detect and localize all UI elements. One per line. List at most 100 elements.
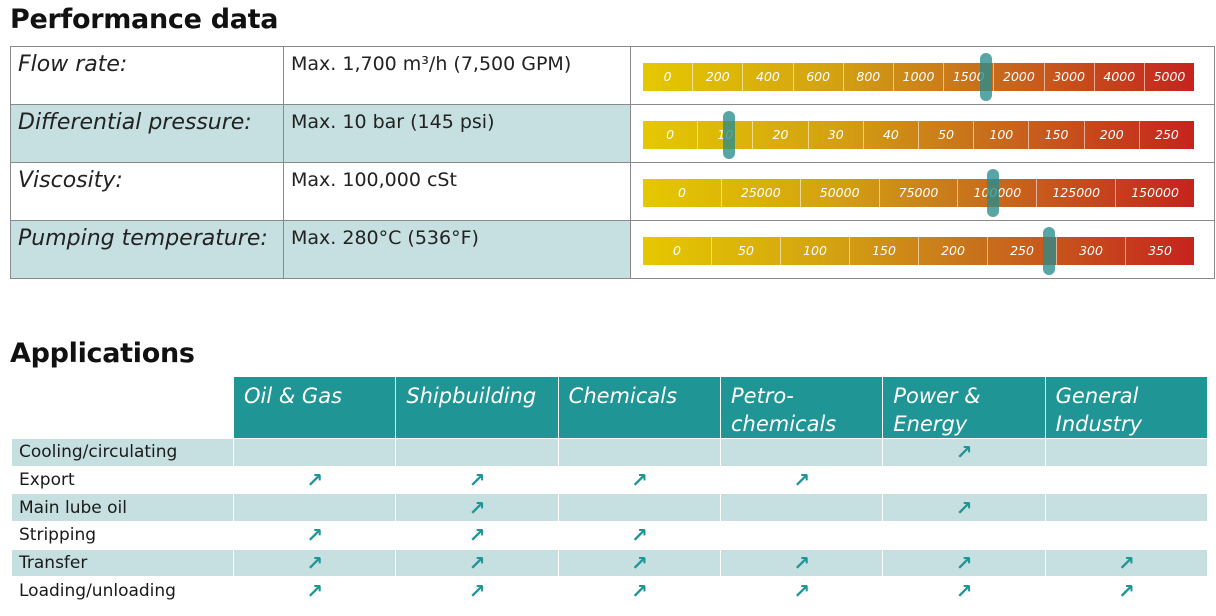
applications-title: Applications <box>10 338 195 369</box>
gauge-bar: 0 200 400 600 800 1000 1500 2000 3000 4000 5000 <box>643 63 1194 91</box>
max-value-marker <box>1043 227 1056 275</box>
application-row: Cooling/circulating ↗ <box>12 438 1207 466</box>
empty-cell <box>233 493 396 522</box>
gauge-tick-label: 20 <box>752 121 807 149</box>
gauge-tick-label: 400 <box>742 63 792 91</box>
application-row: Transfer ↗ ↗ ↗ ↗ ↗ ↗ <box>12 548 1207 577</box>
parameter-cell: Viscosity: <box>10 162 284 221</box>
empty-cell <box>233 438 396 466</box>
arrow-icon: ↗ <box>557 548 720 577</box>
industry-header: Oil & Gas <box>233 377 396 438</box>
gauge-tick-label: 40 <box>862 121 918 149</box>
industry-header: General Industry <box>1044 377 1207 438</box>
gauge-tick-label: 800 <box>842 63 893 91</box>
gauge-tick-label: 250 <box>987 237 1056 265</box>
industry-header: Shipbuilding <box>395 377 558 438</box>
max-value-marker <box>980 53 993 101</box>
arrow-icon: ↗ <box>395 521 558 549</box>
parameter-value: Max. 1,700 m³/h (7,500 GPM) <box>291 53 572 75</box>
gauge-tick-label: 200 <box>1083 121 1139 149</box>
range-gauge: 01020304050100150200250 <box>643 111 1194 159</box>
arrow-icon: ↗ <box>233 548 396 577</box>
empty-cell <box>719 438 883 466</box>
gauge-tick-label: 75000 <box>878 179 958 207</box>
applications-table: Oil & Gas Shipbuilding Chemicals Petro-chem… <box>12 377 1207 605</box>
empty-cell <box>719 493 883 522</box>
arrow-icon: ↗ <box>882 493 1045 522</box>
arrow-icon: ↗ <box>233 576 396 605</box>
gauge-cell: 0250005000075000100000125000150000 <box>630 162 1215 221</box>
parameter-value: Max. 10 bar (145 psi) <box>291 111 495 133</box>
performance-row: Viscosity: Max. 100,000 cSt 0 25000 50000 750… <box>10 162 1215 221</box>
max-value-marker <box>722 111 735 159</box>
gauge-tick-label: 0 <box>677 185 686 200</box>
gauge-tick-label: 300 <box>1056 237 1125 265</box>
performance-row: Pumping temperature: Max. 280°C (536°F) 0 5… <box>10 220 1215 279</box>
gauge-tick-label: 1500 <box>943 63 993 91</box>
gauge-tick-label: 600 <box>792 63 843 91</box>
header-blank-cell <box>12 377 233 438</box>
gauge-tick-label: 50000 <box>799 179 879 207</box>
arrow-icon: ↗ <box>719 576 883 605</box>
empty-cell <box>1044 465 1207 494</box>
empty-cell <box>719 521 883 549</box>
industry-header: Chemicals <box>557 377 720 438</box>
arrow-icon: ↗ <box>557 521 720 549</box>
empty-cell <box>557 438 720 466</box>
gauge-tick-label: 4000 <box>1093 63 1144 91</box>
performance-title: Performance data <box>10 4 279 35</box>
parameter-value-cell: Max. 1,700 m³/h (7,500 GPM) <box>283 46 631 105</box>
parameter-value-cell: Max. 280°C (536°F) <box>283 220 631 279</box>
gauge-tick-label: 5000 <box>1143 63 1194 91</box>
gauge-tick-label: 350 <box>1125 237 1194 265</box>
gauge-tick-label: 150000 <box>1115 179 1194 207</box>
arrow-icon: ↗ <box>233 465 396 494</box>
application-label: Stripping <box>12 521 233 549</box>
gauge-tick-label: 100 <box>973 121 1028 149</box>
gauge-tick-label: 250 <box>1138 121 1194 149</box>
arrow-icon: ↗ <box>882 438 1045 466</box>
parameter-label: Pumping temperature: <box>18 226 268 251</box>
max-value-marker <box>986 169 999 217</box>
arrow-icon: ↗ <box>395 465 558 494</box>
gauge-tick-label: 0 <box>663 69 672 84</box>
arrow-icon: ↗ <box>882 548 1045 577</box>
arrow-icon: ↗ <box>233 521 396 549</box>
industry-header: Power & Energy <box>882 377 1045 438</box>
gauge-tick-label: 25000 <box>720 179 800 207</box>
application-label: Transfer <box>12 548 233 577</box>
gauge-tick-label: 50 <box>918 121 973 149</box>
empty-cell <box>1044 521 1207 549</box>
gauge-tick-label: 3000 <box>1043 63 1094 91</box>
gauge-tick-label: 1000 <box>892 63 943 91</box>
arrow-icon: ↗ <box>395 576 558 605</box>
performance-table: Flow rate: Max. 1,700 m³/h (7,500 GPM) 0 20… <box>10 46 1215 279</box>
application-label: Main lube oil <box>12 493 233 522</box>
empty-cell <box>882 465 1045 494</box>
arrow-icon: ↗ <box>395 548 558 577</box>
application-label: Cooling/circulating <box>12 438 233 466</box>
application-label: Loading/unloading <box>12 576 233 604</box>
parameter-value-cell: Max. 10 bar (145 psi) <box>283 104 631 163</box>
parameter-cell: Pumping temperature: <box>10 220 284 279</box>
gauge-cell: 01020304050100150200250 <box>630 104 1215 163</box>
gauge-tick-label: 125000 <box>1036 179 1115 207</box>
performance-row: Flow rate: Max. 1,700 m³/h (7,500 GPM) 0 20… <box>10 46 1215 105</box>
application-row: Loading/unloading ↗ ↗ ↗ ↗ ↗ ↗ <box>12 576 1207 605</box>
gauge-tick-label: 2000 <box>993 63 1043 91</box>
gauge-tick-label: 100 <box>780 237 849 265</box>
parameter-value: Max. 100,000 cSt <box>291 169 457 191</box>
gauge-tick-label: 30 <box>807 121 863 149</box>
gauge-tick-label: 150 <box>849 237 918 265</box>
application-row: Export ↗ ↗ ↗ ↗ <box>12 465 1207 494</box>
gauge-tick-label: 0 <box>673 243 681 258</box>
parameter-cell: Differential pressure: <box>10 104 284 163</box>
performance-row: Differential pressure: Max. 10 bar (145 p… <box>10 104 1215 163</box>
arrow-icon: ↗ <box>395 493 558 522</box>
application-row: Stripping ↗ ↗ ↗ <box>12 521 1207 549</box>
empty-cell <box>395 438 558 466</box>
application-label: Export <box>12 465 233 494</box>
arrow-icon: ↗ <box>719 548 883 577</box>
gauge-bar: 0250005000075000100000125000150000 <box>643 179 1194 207</box>
range-gauge: 0250005000075000100000125000150000 <box>643 169 1194 217</box>
